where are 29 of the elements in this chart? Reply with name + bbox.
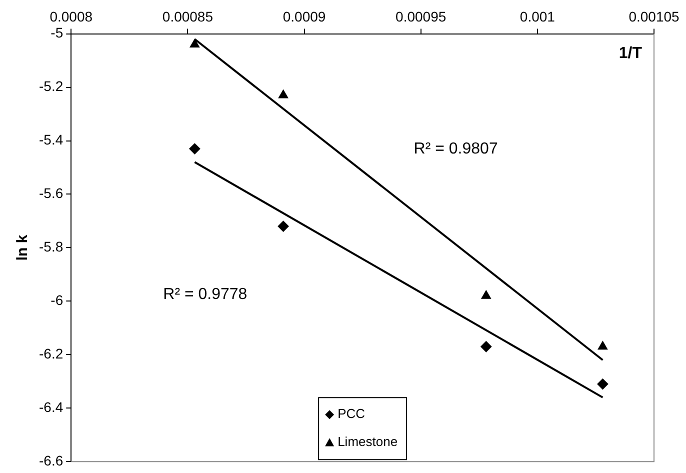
y-tick-label: -6.4 xyxy=(39,398,64,415)
y-tick-label: -5.2 xyxy=(39,78,64,94)
legend-label: PCC xyxy=(338,406,366,422)
y-tick-label: -6.6 xyxy=(39,452,64,468)
point xyxy=(597,378,608,390)
y-tick-label: -6.2 xyxy=(39,346,64,362)
legend-label: Limestone xyxy=(338,434,398,450)
x-tick-label: 0.00095 xyxy=(396,8,446,24)
point xyxy=(278,220,289,232)
annotation: R² = 0.9778 xyxy=(163,286,248,304)
y-tick-label: -6 xyxy=(50,292,64,308)
y-tick-label: -5.6 xyxy=(39,185,64,202)
x-tick-label: 0.00105 xyxy=(628,8,680,24)
point xyxy=(190,38,200,48)
point xyxy=(481,290,491,299)
y-tick-label: -5 xyxy=(50,24,64,41)
x-tick-label: 0.001 xyxy=(520,8,556,24)
y-tick-label: -5.8 xyxy=(39,238,64,255)
point xyxy=(598,341,608,350)
x-tick-label: 0.0009 xyxy=(282,8,326,24)
x-axis-title: 1/T xyxy=(618,45,642,62)
y-tick-label: -5.4 xyxy=(39,132,64,148)
point xyxy=(189,143,200,154)
annotation: R² = 0.9807 xyxy=(414,140,498,158)
y-axis-title: ln k xyxy=(14,234,32,261)
x-tick-label: 0.00085 xyxy=(162,8,214,24)
x-tick-label: 0.0008 xyxy=(50,8,93,24)
point xyxy=(480,341,492,352)
point xyxy=(278,90,288,98)
